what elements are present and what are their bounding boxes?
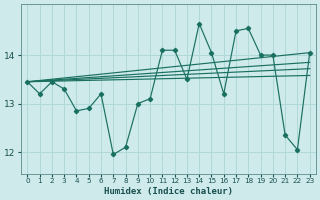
- X-axis label: Humidex (Indice chaleur): Humidex (Indice chaleur): [104, 187, 233, 196]
